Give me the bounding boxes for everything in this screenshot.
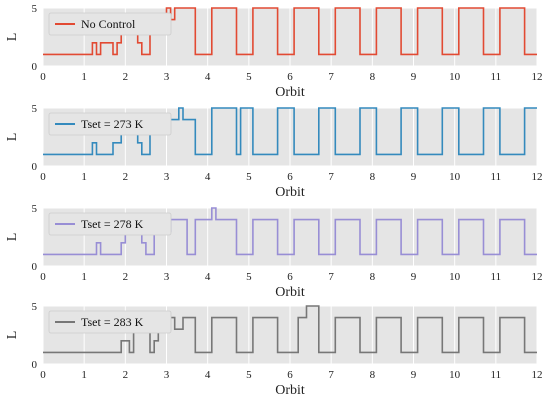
x-tick-label: 5 xyxy=(246,369,252,381)
x-tick-label: 10 xyxy=(449,271,461,283)
x-tick-label: 12 xyxy=(532,271,543,283)
x-tick-label: 6 xyxy=(287,271,293,283)
legend: Tset = 278 K xyxy=(48,212,172,236)
series-line xyxy=(43,107,537,156)
x-axis-title: Orbit xyxy=(275,185,305,200)
x-tick-label: 4 xyxy=(205,369,211,381)
series-line xyxy=(43,305,537,354)
legend-label: No Control xyxy=(81,17,136,31)
x-tick-label: 7 xyxy=(328,171,334,183)
x-tick-label: 0 xyxy=(40,71,46,83)
y-axis-title: L xyxy=(5,133,20,142)
legend-box xyxy=(48,112,172,136)
x-tick-label: 7 xyxy=(328,271,334,283)
x-tick-label: 8 xyxy=(370,171,376,183)
x-tick-label: 12 xyxy=(532,171,543,183)
x-tick-label: 2 xyxy=(123,271,129,283)
x-tick-label: 0 xyxy=(40,271,46,283)
legend: Tset = 283 K xyxy=(48,310,172,334)
x-tick-label: 6 xyxy=(287,369,293,381)
x-tick-label: 0 xyxy=(40,171,46,183)
x-tick-label: 4 xyxy=(205,271,211,283)
x-tick-label: 3 xyxy=(164,271,170,283)
x-tick-label: 11 xyxy=(491,171,502,183)
x-tick-label: 5 xyxy=(246,171,252,183)
y-tick-label: 5 xyxy=(32,301,38,313)
x-tick-label: 7 xyxy=(328,369,334,381)
x-tick-label: 3 xyxy=(164,71,170,83)
x-tick-label: 9 xyxy=(411,271,417,283)
x-tick-label: 6 xyxy=(287,71,293,83)
x-tick-label: 1 xyxy=(81,369,87,381)
legend-label: Tset = 278 K xyxy=(81,217,144,231)
x-tick-label: 1 xyxy=(81,271,87,283)
x-axis-title: Orbit xyxy=(275,85,305,100)
x-tick-label: 4 xyxy=(205,171,211,183)
x-tick-label: 2 xyxy=(123,369,129,381)
series-line xyxy=(43,7,537,56)
x-tick-label: 0 xyxy=(40,369,46,381)
y-tick-label: 5 xyxy=(32,203,38,215)
y-tick-label: 0 xyxy=(32,359,38,371)
x-tick-label: 9 xyxy=(411,369,417,381)
legend-box xyxy=(48,212,172,236)
y-tick-label: 0 xyxy=(32,261,38,273)
y-tick-label: 0 xyxy=(32,61,38,73)
x-tick-label: 12 xyxy=(532,369,543,381)
legend-box xyxy=(48,310,172,334)
x-tick-label: 11 xyxy=(491,369,502,381)
x-tick-label: 8 xyxy=(370,369,376,381)
x-tick-label: 4 xyxy=(205,71,211,83)
legend: No Control xyxy=(48,12,172,36)
x-tick-label: 3 xyxy=(164,171,170,183)
y-tick-label: 5 xyxy=(32,3,38,15)
legend-box xyxy=(48,12,172,36)
x-tick-label: 10 xyxy=(449,369,461,381)
x-axis-title: Orbit xyxy=(275,285,305,300)
x-tick-label: 11 xyxy=(491,71,502,83)
x-tick-label: 9 xyxy=(411,71,417,83)
x-tick-label: 9 xyxy=(411,171,417,183)
x-tick-label: 3 xyxy=(164,369,170,381)
x-tick-label: 6 xyxy=(287,171,293,183)
x-tick-label: 1 xyxy=(81,171,87,183)
y-axis-title: L xyxy=(5,33,20,42)
legend: Tset = 273 K xyxy=(48,112,172,136)
y-tick-label: 5 xyxy=(32,103,38,115)
legend-label: Tset = 273 K xyxy=(81,117,144,131)
x-tick-label: 8 xyxy=(370,271,376,283)
x-tick-label: 5 xyxy=(246,71,252,83)
x-tick-label: 8 xyxy=(370,71,376,83)
x-tick-label: 10 xyxy=(449,171,461,183)
y-tick-label: 0 xyxy=(32,161,38,173)
x-tick-label: 2 xyxy=(123,71,129,83)
x-tick-label: 1 xyxy=(81,71,87,83)
x-tick-label: 11 xyxy=(491,271,502,283)
x-axis-title: Orbit xyxy=(275,383,305,398)
y-axis-title: L xyxy=(5,233,20,242)
x-tick-label: 12 xyxy=(532,71,543,83)
legend-label: Tset = 283 K xyxy=(81,315,144,329)
x-tick-label: 2 xyxy=(123,171,129,183)
x-tick-label: 10 xyxy=(449,71,461,83)
x-tick-label: 7 xyxy=(328,71,334,83)
y-axis-title: L xyxy=(5,331,20,340)
x-tick-label: 5 xyxy=(246,271,252,283)
